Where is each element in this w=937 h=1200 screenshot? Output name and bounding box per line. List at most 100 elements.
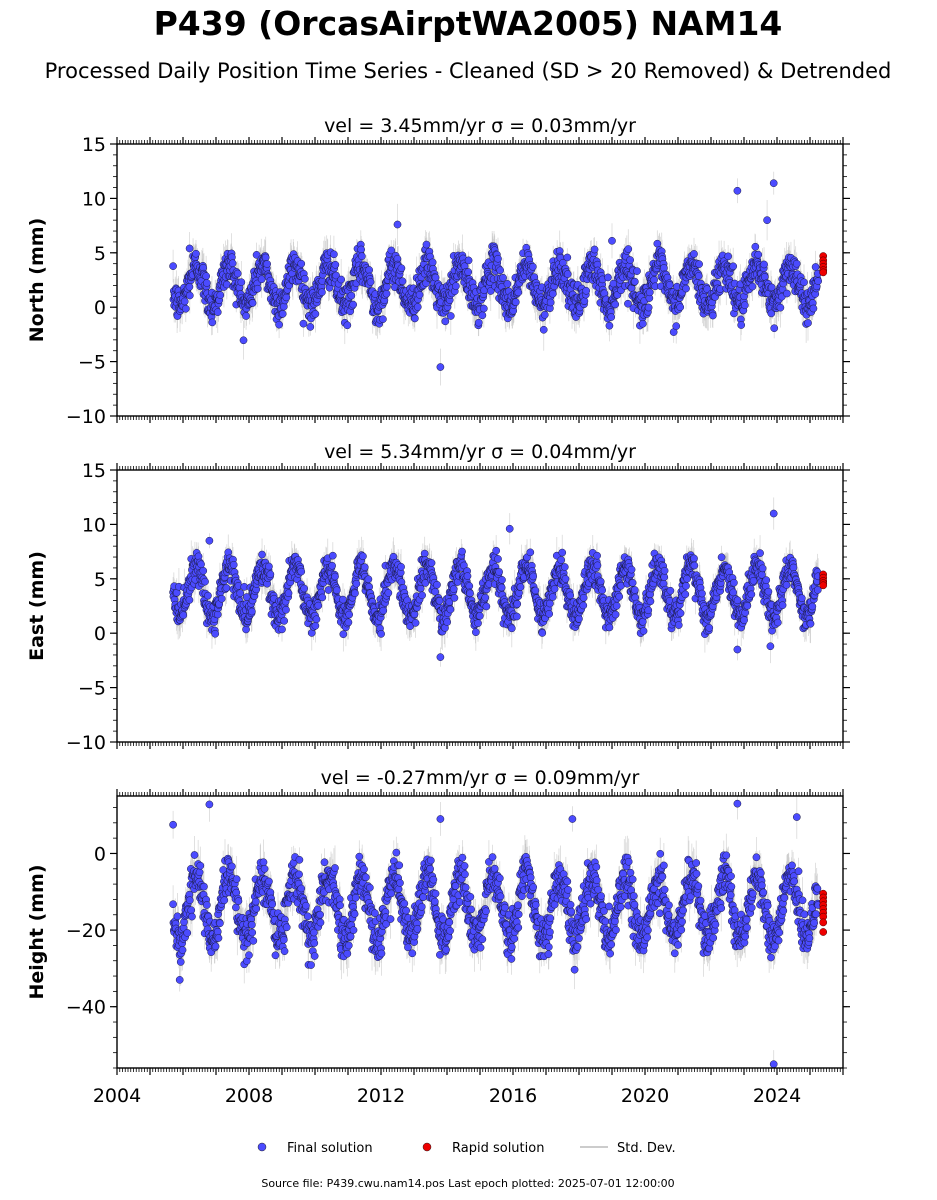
final-solution-point (169, 262, 177, 270)
final-solution-point (331, 260, 340, 269)
final-solution-point (676, 303, 685, 312)
final-solution-point (514, 288, 523, 297)
panel-2: vel = 5.34mm/yr σ = 0.04mm/yr−10−5051015… (26, 441, 850, 754)
final-solution-point (393, 220, 402, 229)
final-solution-point (792, 259, 801, 268)
plot-area (169, 171, 828, 386)
final-solution-point (528, 262, 537, 271)
final-solution-point (770, 324, 779, 333)
final-solution-point (452, 282, 460, 290)
final-solution-point (539, 325, 548, 334)
final-solution-point (415, 290, 424, 299)
final-solution-point (337, 275, 346, 284)
final-solution-point (446, 312, 455, 320)
final-solution-point (672, 322, 681, 330)
final-solution-point (253, 284, 262, 293)
figure-title: P439 (OrcasAirptWA2005) NAM14 (154, 4, 783, 43)
final-solution-point (682, 284, 690, 293)
panels: vel = 3.45mm/yr σ = 0.03mm/yr −10 −5 0 5 10 15… (26, 115, 850, 1107)
final-solution-point (607, 313, 616, 321)
final-solution-point (398, 277, 407, 286)
final-solution-point (192, 249, 200, 258)
y-tick-label: 0 (94, 297, 106, 319)
final-solution-point (180, 297, 189, 306)
final-solution-point (261, 253, 270, 262)
final-solution-point (366, 278, 375, 286)
final-solution-point (411, 314, 419, 323)
final-solution-point (633, 267, 641, 275)
panel-1: vel = 3.45mm/yr σ = 0.03mm/yr −10 −5 0 5 10 15… (26, 115, 850, 428)
y-axis-label: North (mm) (26, 218, 48, 343)
final-solution-point (563, 253, 572, 262)
final-solution-point (814, 277, 823, 285)
final-solution-point (297, 259, 306, 268)
final-solution-point (748, 282, 757, 291)
final-solution-point (630, 277, 639, 286)
final-solution-point (181, 304, 190, 313)
y-tick-label: 10 (82, 188, 106, 210)
final-solution-points (169, 179, 823, 371)
y-tick-label: 5 (94, 243, 106, 265)
final-solution-point (379, 315, 387, 323)
final-solution-point (608, 236, 616, 245)
final-solution-point (464, 256, 473, 265)
final-solution-point (311, 310, 320, 318)
final-solution-point (590, 245, 599, 254)
final-solution-point (436, 363, 445, 371)
final-solution-point (349, 300, 357, 309)
final-solution-point (185, 291, 194, 300)
final-solution-point (216, 291, 225, 299)
final-solution-point (737, 321, 746, 329)
final-solution-point (695, 260, 703, 268)
final-solution-point (239, 336, 248, 345)
final-solution-point (703, 285, 711, 293)
final-solution-point (413, 303, 422, 311)
final-solution-point (382, 289, 391, 298)
final-solution-point (511, 298, 520, 306)
final-solution-point (494, 254, 502, 263)
final-solution-point (257, 275, 266, 284)
final-solution-point (431, 273, 440, 282)
final-solution-point (479, 304, 488, 313)
final-solution-point (604, 273, 612, 282)
final-solution-point (809, 304, 818, 313)
final-solution-point (638, 319, 647, 328)
rapid-solution-point (819, 268, 828, 277)
final-solution-point (626, 256, 634, 264)
final-solution-point (650, 276, 658, 284)
final-solution-point (760, 273, 769, 281)
final-solution-point (811, 263, 820, 271)
final-solution-point (690, 250, 698, 258)
final-solution-point (540, 310, 549, 319)
final-solution-point (776, 303, 785, 312)
final-solution-point (724, 252, 732, 261)
final-solution-point (228, 259, 237, 268)
final-solution-point (318, 288, 326, 297)
final-solution-point (644, 303, 653, 312)
final-solution-point (804, 319, 812, 327)
final-solution-point (347, 291, 356, 300)
final-solution-point (751, 242, 760, 251)
final-solution-point (783, 289, 791, 298)
final-solution-point (428, 258, 437, 267)
panel-title: vel = 5.34mm/yr σ = 0.04mm/yr (324, 441, 636, 463)
final-solution-point (422, 240, 431, 249)
final-solution-point (397, 264, 406, 273)
final-solution-point (365, 266, 373, 274)
final-solution-point (740, 301, 749, 310)
final-solution-point (332, 271, 340, 280)
final-solution-point (282, 293, 291, 302)
final-solution-point (767, 283, 776, 292)
final-solution-point (611, 300, 620, 309)
final-solution-point (767, 309, 776, 318)
final-solution-point (563, 270, 572, 278)
final-solution-point (546, 298, 555, 307)
final-solution-point (185, 244, 194, 253)
final-solution-point (605, 321, 614, 330)
final-solution-point (278, 310, 287, 318)
final-solution-point (769, 179, 778, 188)
final-solution-point (306, 323, 315, 331)
final-solution-point (624, 245, 633, 253)
final-solution-point (582, 286, 591, 295)
